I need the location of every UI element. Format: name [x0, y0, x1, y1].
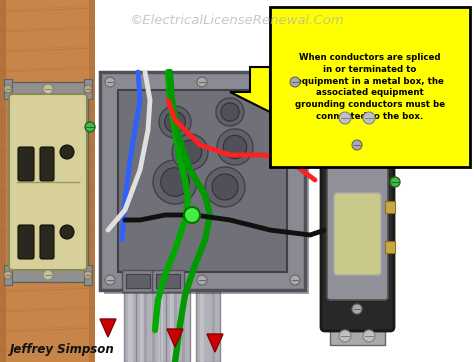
- Bar: [143, 252, 147, 362]
- Bar: [128, 252, 133, 362]
- Circle shape: [43, 84, 53, 94]
- Text: ©ElectricalLicenseRenewal.Com: ©ElectricalLicenseRenewal.Com: [129, 13, 345, 26]
- Bar: [104, 76, 309, 294]
- Circle shape: [84, 85, 92, 93]
- Circle shape: [212, 174, 238, 200]
- Bar: [154, 252, 182, 362]
- Circle shape: [197, 275, 207, 285]
- Bar: [196, 252, 220, 362]
- Circle shape: [161, 168, 189, 196]
- Circle shape: [217, 129, 253, 165]
- Bar: [140, 252, 144, 362]
- Circle shape: [4, 85, 12, 93]
- Circle shape: [221, 103, 239, 121]
- FancyBboxPatch shape: [18, 147, 34, 181]
- Bar: [156, 274, 180, 288]
- Circle shape: [363, 112, 375, 124]
- Circle shape: [43, 270, 53, 280]
- Circle shape: [84, 271, 92, 279]
- Bar: [4, 265, 12, 285]
- Circle shape: [60, 145, 74, 159]
- Circle shape: [105, 275, 115, 285]
- Bar: [84, 79, 92, 99]
- Bar: [152, 270, 184, 292]
- Bar: [200, 252, 204, 362]
- Bar: [152, 252, 155, 362]
- Bar: [158, 252, 163, 362]
- Bar: [166, 252, 190, 362]
- FancyBboxPatch shape: [327, 154, 388, 300]
- Text: Jeffrey Simpson: Jeffrey Simpson: [10, 344, 115, 357]
- Bar: [118, 90, 287, 272]
- Circle shape: [352, 140, 362, 150]
- Bar: [0, 0, 6, 362]
- Circle shape: [290, 77, 300, 87]
- Circle shape: [216, 98, 244, 126]
- Polygon shape: [207, 334, 223, 352]
- Circle shape: [85, 122, 95, 132]
- FancyBboxPatch shape: [40, 225, 54, 259]
- Circle shape: [352, 304, 362, 314]
- Bar: [89, 0, 95, 362]
- Bar: [126, 274, 150, 288]
- Bar: [136, 252, 160, 362]
- Circle shape: [223, 135, 246, 159]
- Circle shape: [178, 140, 202, 164]
- Bar: [8, 82, 88, 282]
- Bar: [4, 79, 12, 99]
- Polygon shape: [230, 67, 270, 112]
- Circle shape: [339, 112, 351, 124]
- Bar: [124, 252, 152, 362]
- FancyBboxPatch shape: [40, 147, 54, 181]
- Bar: [100, 72, 305, 290]
- Bar: [170, 252, 174, 362]
- Circle shape: [153, 160, 197, 204]
- Circle shape: [164, 111, 185, 132]
- Bar: [330, 109, 385, 127]
- Circle shape: [105, 77, 115, 87]
- Bar: [0, 0, 95, 362]
- Circle shape: [4, 271, 12, 279]
- Circle shape: [197, 77, 207, 87]
- Circle shape: [172, 134, 208, 170]
- Bar: [385, 241, 395, 253]
- Circle shape: [60, 225, 74, 239]
- Bar: [173, 252, 177, 362]
- Circle shape: [159, 106, 191, 138]
- Polygon shape: [100, 319, 116, 337]
- Bar: [270, 7, 470, 167]
- Circle shape: [205, 167, 245, 207]
- Bar: [122, 270, 154, 292]
- Bar: [182, 252, 185, 362]
- Polygon shape: [167, 329, 183, 347]
- Circle shape: [363, 330, 375, 342]
- Bar: [84, 265, 92, 285]
- Circle shape: [390, 177, 400, 187]
- FancyBboxPatch shape: [18, 225, 34, 259]
- FancyBboxPatch shape: [334, 193, 381, 275]
- Bar: [212, 252, 215, 362]
- Bar: [330, 327, 385, 345]
- Circle shape: [290, 275, 300, 285]
- FancyBboxPatch shape: [321, 123, 394, 331]
- Circle shape: [184, 207, 200, 223]
- Circle shape: [339, 330, 351, 342]
- Bar: [385, 201, 395, 213]
- Text: When conductors are spliced
in or terminated to
equipment in a metal box, the
as: When conductors are spliced in or termin…: [295, 53, 445, 121]
- FancyBboxPatch shape: [9, 94, 87, 270]
